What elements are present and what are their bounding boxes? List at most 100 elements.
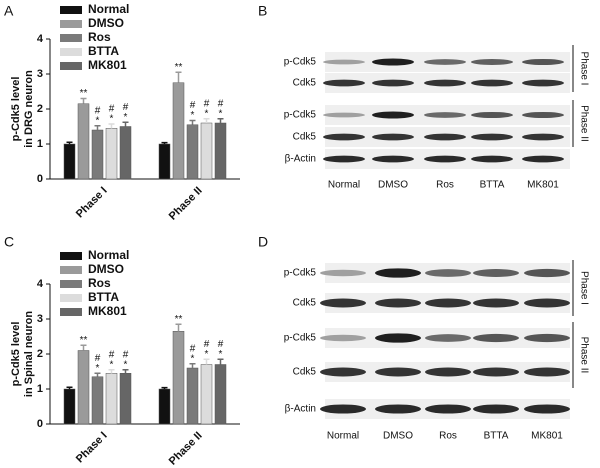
- panel-letter: B: [258, 3, 267, 19]
- blot-band: [323, 59, 365, 65]
- error-bar: [189, 363, 196, 368]
- blot-band: [320, 334, 366, 342]
- significance-mark: *: [124, 359, 128, 370]
- bar: [105, 373, 118, 425]
- error-bar: [217, 118, 224, 123]
- legend-swatch: [60, 34, 82, 42]
- significance-mark: #: [95, 105, 101, 116]
- lane-label: Ros: [439, 431, 457, 442]
- row-label: Cdk5: [293, 132, 317, 143]
- y-tick-label: 2: [37, 348, 43, 360]
- blot-band: [424, 133, 466, 141]
- phase-label: Phase I: [578, 271, 589, 305]
- significance-mark: #: [123, 349, 129, 360]
- blot-band: [471, 133, 513, 141]
- blot-band: [424, 79, 466, 87]
- legend-label: Ros: [88, 30, 111, 44]
- significance-mark: #: [218, 339, 224, 350]
- blot-band: [375, 333, 421, 343]
- significance-mark: #: [95, 353, 101, 364]
- blot-band: [372, 111, 414, 119]
- legend-label: DMSO: [88, 262, 124, 276]
- error-bar: [203, 358, 210, 365]
- significance-mark: #: [109, 349, 115, 360]
- legend-label: Normal: [88, 2, 129, 16]
- bar: [200, 122, 213, 180]
- blot-band: [522, 111, 564, 119]
- x-tick-label: Phase II: [167, 430, 205, 468]
- blot-band: [375, 404, 421, 414]
- row-label: Cdk5: [293, 367, 317, 378]
- blot-band: [473, 269, 519, 277]
- blot-band: [320, 367, 366, 377]
- row-label: Cdk5: [293, 78, 317, 89]
- lane-label: DMSO: [378, 180, 408, 191]
- blot-band: [524, 298, 570, 308]
- blot-band: [320, 269, 366, 277]
- bar: [158, 143, 171, 180]
- legend-swatch: [60, 266, 82, 274]
- blot-band: [425, 269, 471, 277]
- bar: [158, 388, 171, 425]
- y-tick-label: 0: [37, 418, 43, 430]
- legend-label: Normal: [88, 248, 129, 262]
- significance-mark: **: [175, 314, 183, 325]
- bar: [186, 367, 199, 425]
- blot-band: [425, 367, 471, 377]
- legend-swatch: [60, 20, 82, 28]
- panel-letter: A: [4, 3, 14, 19]
- y-axis-label: p-Cdk5 level: [10, 322, 22, 387]
- blot-band: [522, 79, 564, 87]
- legend-swatch: [60, 48, 82, 56]
- blot-band: [524, 404, 570, 414]
- row-label: β-Actin: [285, 154, 316, 165]
- row-label: p-Cdk5: [284, 268, 317, 279]
- blot-band: [425, 298, 471, 308]
- blot-band: [424, 155, 466, 163]
- blot-band: [524, 333, 570, 343]
- lane-label: BTTA: [484, 431, 509, 442]
- error-bar: [161, 386, 168, 389]
- error-bar: [175, 323, 182, 332]
- y-tick-label: 4: [37, 278, 44, 290]
- blot-band: [424, 112, 466, 118]
- significance-mark: *: [191, 110, 195, 121]
- blot-band: [320, 404, 366, 414]
- y-tick-label: 4: [37, 33, 44, 45]
- panel-letter: D: [258, 234, 268, 250]
- significance-mark: #: [204, 98, 210, 109]
- blot-band: [372, 155, 414, 163]
- y-tick-label: 3: [37, 68, 43, 80]
- legend-label: MK801: [88, 304, 127, 318]
- blot-band: [323, 112, 365, 118]
- bar: [186, 124, 199, 180]
- error-bar: [175, 71, 182, 83]
- legend-label: MK801: [88, 58, 127, 72]
- blot-band: [473, 367, 519, 377]
- significance-mark: #: [109, 104, 115, 115]
- blot-band: [473, 298, 519, 308]
- blot-band: [372, 133, 414, 141]
- blot-band: [524, 268, 570, 278]
- blot-band: [425, 404, 471, 414]
- blot-band: [372, 58, 414, 66]
- legend-swatch: [60, 62, 82, 70]
- error-bar: [80, 97, 87, 104]
- error-bar: [161, 141, 168, 144]
- phase-label: Phase I: [578, 52, 589, 86]
- legend-label: BTTA: [88, 44, 119, 58]
- legend-swatch: [60, 280, 82, 288]
- blot-band: [375, 298, 421, 308]
- blot-band: [424, 59, 466, 65]
- y-tick-label: 2: [37, 103, 43, 115]
- error-bar: [122, 121, 129, 127]
- panel-letter: C: [4, 234, 14, 250]
- significance-mark: **: [80, 88, 88, 99]
- error-bar: [108, 123, 115, 129]
- legend-swatch: [60, 6, 82, 14]
- significance-mark: #: [123, 102, 129, 113]
- blot-band: [522, 133, 564, 141]
- blot-band: [473, 333, 519, 343]
- legend-label: BTTA: [88, 290, 119, 304]
- significance-mark: **: [80, 335, 88, 346]
